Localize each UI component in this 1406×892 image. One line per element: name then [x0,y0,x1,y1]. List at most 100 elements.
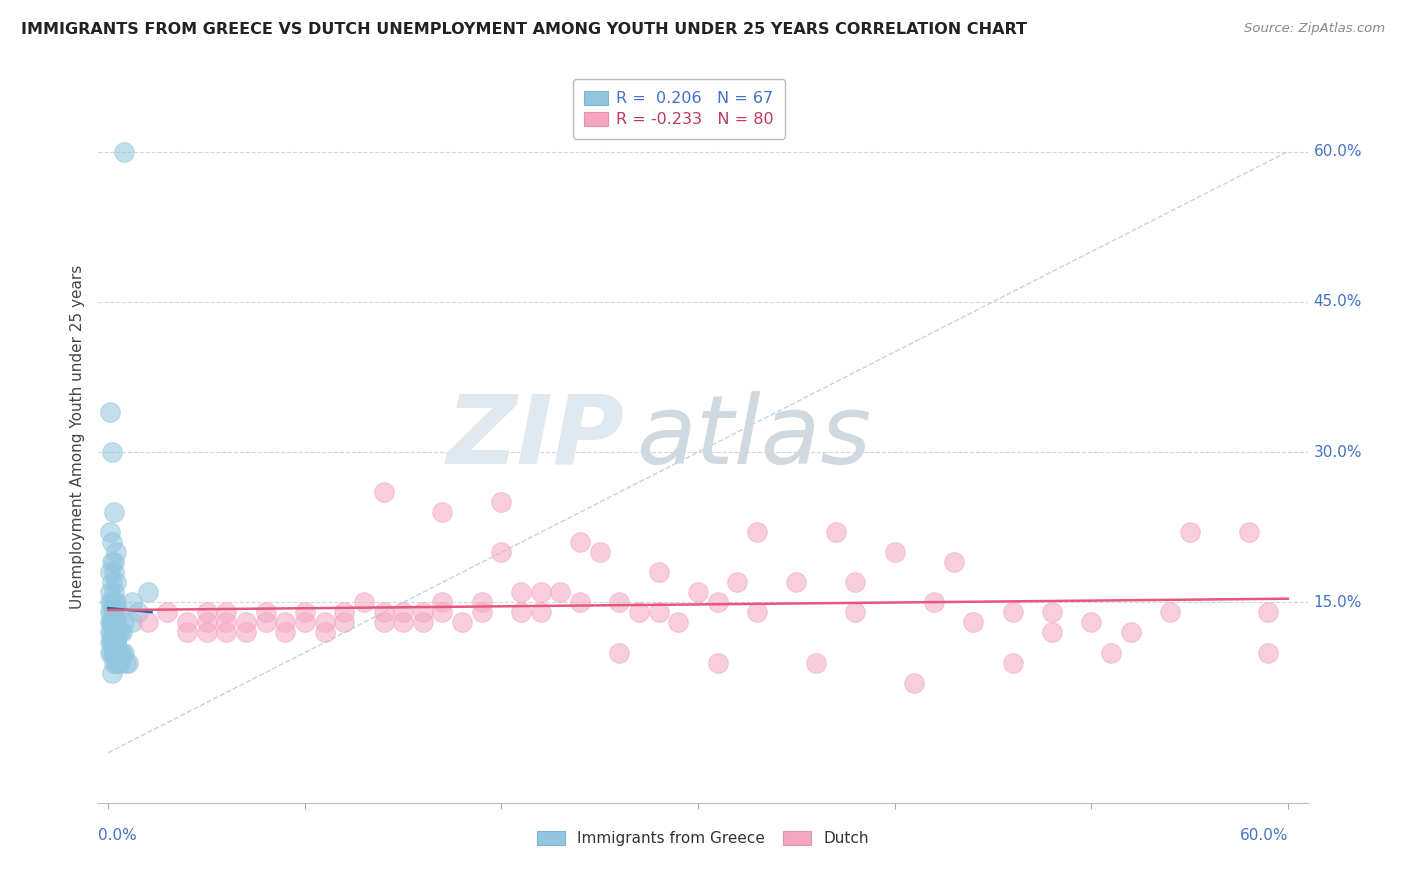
Point [804,656,827,670]
Point [412,606,434,620]
Point [101,615,124,630]
Point [530,585,553,599]
Point [136,585,159,599]
Point [471,595,494,609]
Point [98,635,121,649]
Text: Source: ZipAtlas.com: Source: ZipAtlas.com [1244,22,1385,36]
Point [101,665,124,680]
Point [101,615,124,630]
Point [101,646,124,660]
Point [1001,656,1024,670]
Point [103,635,125,649]
Point [176,625,198,640]
Point [1257,606,1279,620]
Point [235,625,257,640]
Point [392,615,415,630]
Point [98,625,121,640]
Point [903,675,925,690]
Point [101,635,124,649]
Point [103,656,125,670]
Point [609,595,631,609]
Point [1001,606,1024,620]
Point [745,606,768,620]
Point [101,635,124,649]
Point [314,615,336,630]
Point [333,615,356,630]
Point [569,595,592,609]
Point [432,606,454,620]
Point [333,606,356,620]
Point [98,615,121,630]
Point [215,606,238,620]
Point [294,606,316,620]
Point [648,606,671,620]
Point [117,656,139,670]
Point [1257,646,1279,660]
Point [392,606,415,620]
Point [373,615,395,630]
Point [105,625,128,640]
Point [101,445,124,459]
Text: 60.0%: 60.0% [1240,828,1288,843]
Point [609,646,631,660]
Point [156,606,179,620]
Point [530,606,553,620]
Point [111,625,134,640]
Point [98,405,121,419]
Point [105,545,128,559]
Point [1237,525,1260,540]
Point [1119,625,1142,640]
Point [942,555,965,569]
Point [725,575,748,590]
Point [195,606,218,620]
Point [103,585,125,599]
Point [294,615,316,630]
Point [195,625,218,640]
Point [215,625,238,640]
Point [510,585,533,599]
Point [628,606,651,620]
Point [1178,525,1201,540]
Point [103,625,125,640]
Point [1099,646,1122,660]
Point [127,606,149,620]
Point [101,555,124,569]
Point [105,635,128,649]
Point [121,615,143,630]
Point [107,656,129,670]
Point [98,606,121,620]
Point [115,656,138,670]
Point [105,656,128,670]
Point [101,615,124,630]
Point [103,555,125,569]
Point [103,635,125,649]
Point [176,615,198,630]
Point [98,646,121,660]
Point [1159,606,1181,620]
Legend: Immigrants from Greece, Dutch: Immigrants from Greece, Dutch [530,823,876,854]
Text: 30.0%: 30.0% [1313,444,1362,459]
Point [668,615,690,630]
Text: IMMIGRANTS FROM GREECE VS DUTCH UNEMPLOYMENT AMONG YOUTH UNDER 25 YEARS CORRELAT: IMMIGRANTS FROM GREECE VS DUTCH UNEMPLOY… [21,22,1028,37]
Text: 45.0%: 45.0% [1313,294,1362,310]
Point [706,656,728,670]
Point [491,545,513,559]
Point [103,566,125,580]
Text: 15.0%: 15.0% [1313,595,1362,610]
Point [844,606,866,620]
Point [108,646,131,660]
Point [107,625,129,640]
Point [112,145,135,159]
Point [274,615,297,630]
Point [824,525,846,540]
Point [103,505,125,519]
Text: 0.0%: 0.0% [98,828,138,843]
Point [103,615,125,630]
Point [107,606,129,620]
Point [922,595,945,609]
Point [432,505,454,519]
Point [254,606,277,620]
Point [373,606,395,620]
Point [235,615,257,630]
Point [105,635,128,649]
